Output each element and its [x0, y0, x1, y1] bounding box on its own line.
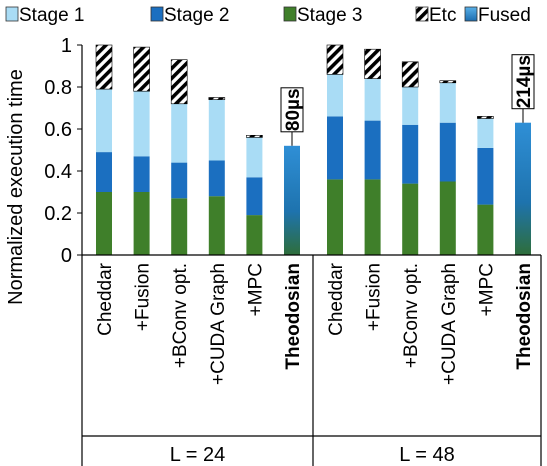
- bar-segment-stage3: [364, 179, 381, 255]
- bar-segment-etc: [477, 116, 494, 119]
- legend-label-etc: Etc: [429, 5, 456, 26]
- x-tick-label: +MPC: [476, 263, 497, 316]
- y-axis: 0 0.2 0.4 0.6 0.8 1: [44, 35, 82, 267]
- bar-fused: [284, 145, 300, 255]
- bar-segment-etc: [208, 97, 226, 100]
- bar-segment-stage3: [327, 179, 343, 255]
- annotation-box: [511, 54, 535, 110]
- bar-segment-stage2: [133, 156, 150, 192]
- legend: Stage 1 Stage 2 Stage 3 Etc Fused: [5, 5, 531, 26]
- bar-segment-etc: [326, 44, 344, 75]
- bar-segment-etc: [133, 46, 150, 92]
- bar-segment-stage1: [133, 91, 150, 157]
- x-tick-label: +MPC: [245, 263, 266, 316]
- bar-segment-stage3: [439, 181, 456, 255]
- bar-segment-etc: [95, 44, 113, 90]
- x-tick-label: +CUDA Graph: [439, 263, 460, 385]
- legend-swatch-stage-1: [5, 6, 19, 22]
- bar-segment-stage3: [402, 183, 419, 255]
- bar-segment-etc: [246, 135, 263, 138]
- bar-segment-etc: [170, 59, 188, 105]
- y-tick-label: 0.2: [44, 203, 72, 225]
- y-tick-label: 0.4: [44, 161, 72, 183]
- bar-segment-stage1: [327, 74, 343, 117]
- y-tick-label: 1: [61, 35, 72, 57]
- x-tick-label: Theodosian: [283, 263, 304, 370]
- bar-segment-stage3: [477, 204, 494, 255]
- bar-segment-etc: [439, 80, 457, 84]
- bar-segment-stage2: [327, 116, 343, 180]
- bar-segment-stage3: [133, 192, 150, 255]
- x-axis-labels: Cheddar +Fusion +BConv opt. +CUDA Graph +MPC…: [95, 262, 535, 466]
- y-tick-label: 0: [61, 245, 72, 267]
- x-tick-label: +Fusion: [364, 263, 385, 331]
- x-tick-label: +CUDA Graph: [208, 263, 229, 385]
- axis-frame: [81, 45, 542, 466]
- bar-segment-stage1: [477, 118, 494, 148]
- bar-segment-stage2: [171, 162, 188, 199]
- legend-swatch-etc: [415, 6, 429, 22]
- bar-segment-stage1: [96, 89, 112, 153]
- bar-segment-stage2: [96, 152, 112, 192]
- bar-segment-stage1: [246, 137, 263, 178]
- bar-fused: [515, 122, 531, 255]
- legend-swatch-stage-3: [283, 6, 297, 22]
- y-tick-label: 0.8: [44, 77, 72, 99]
- legend-label-fused: Fused: [478, 5, 531, 26]
- bars: 80µs 214µs: [95, 44, 535, 255]
- bar-segment-stage1: [171, 103, 188, 163]
- x-tick-label: +BConv opt.: [401, 263, 422, 368]
- bar-segment-stage3: [208, 196, 225, 255]
- bar-segment-stage1: [439, 82, 456, 123]
- legend-label-stage-1: Stage 1: [19, 5, 85, 26]
- bar-segment-stage2: [208, 160, 225, 197]
- bar-segment-etc: [401, 61, 419, 88]
- x-tick-label: +BConv opt.: [170, 263, 191, 368]
- annotation-box: [280, 87, 304, 133]
- x-tick-label: Cheddar: [95, 262, 116, 336]
- y-tick-label: 0.6: [44, 119, 72, 141]
- group-label: L = 48: [399, 444, 454, 466]
- y-axis-label: Normalized execution time: [5, 69, 27, 305]
- bar-segment-stage1: [364, 78, 381, 121]
- bar-segment-stage1: [402, 87, 419, 125]
- bar-segment-stage2: [439, 122, 456, 182]
- bar-segment-stage3: [171, 198, 188, 255]
- legend-swatch-stage-2: [150, 6, 164, 22]
- x-tick-label: Cheddar: [326, 262, 347, 336]
- group-label: L = 24: [170, 444, 225, 466]
- x-tick-label: Theodosian: [514, 263, 535, 370]
- bar-segment-stage2: [364, 120, 381, 180]
- legend-swatch-fused: [464, 6, 478, 22]
- legend-label-stage-3: Stage 3: [297, 5, 363, 26]
- annotation-label: 214µs: [514, 55, 535, 108]
- legend-label-stage-2: Stage 2: [164, 5, 230, 26]
- bar-segment-stage2: [477, 147, 494, 205]
- x-tick-label: +Fusion: [133, 263, 154, 331]
- bar-segment-stage2: [402, 124, 419, 184]
- bar-segment-stage3: [246, 215, 263, 255]
- bar-segment-stage1: [208, 99, 225, 161]
- bar-segment-stage3: [96, 192, 112, 255]
- bar-segment-stage2: [246, 177, 263, 216]
- annotation-label: 80µs: [283, 88, 304, 131]
- bar-segment-etc: [364, 48, 381, 79]
